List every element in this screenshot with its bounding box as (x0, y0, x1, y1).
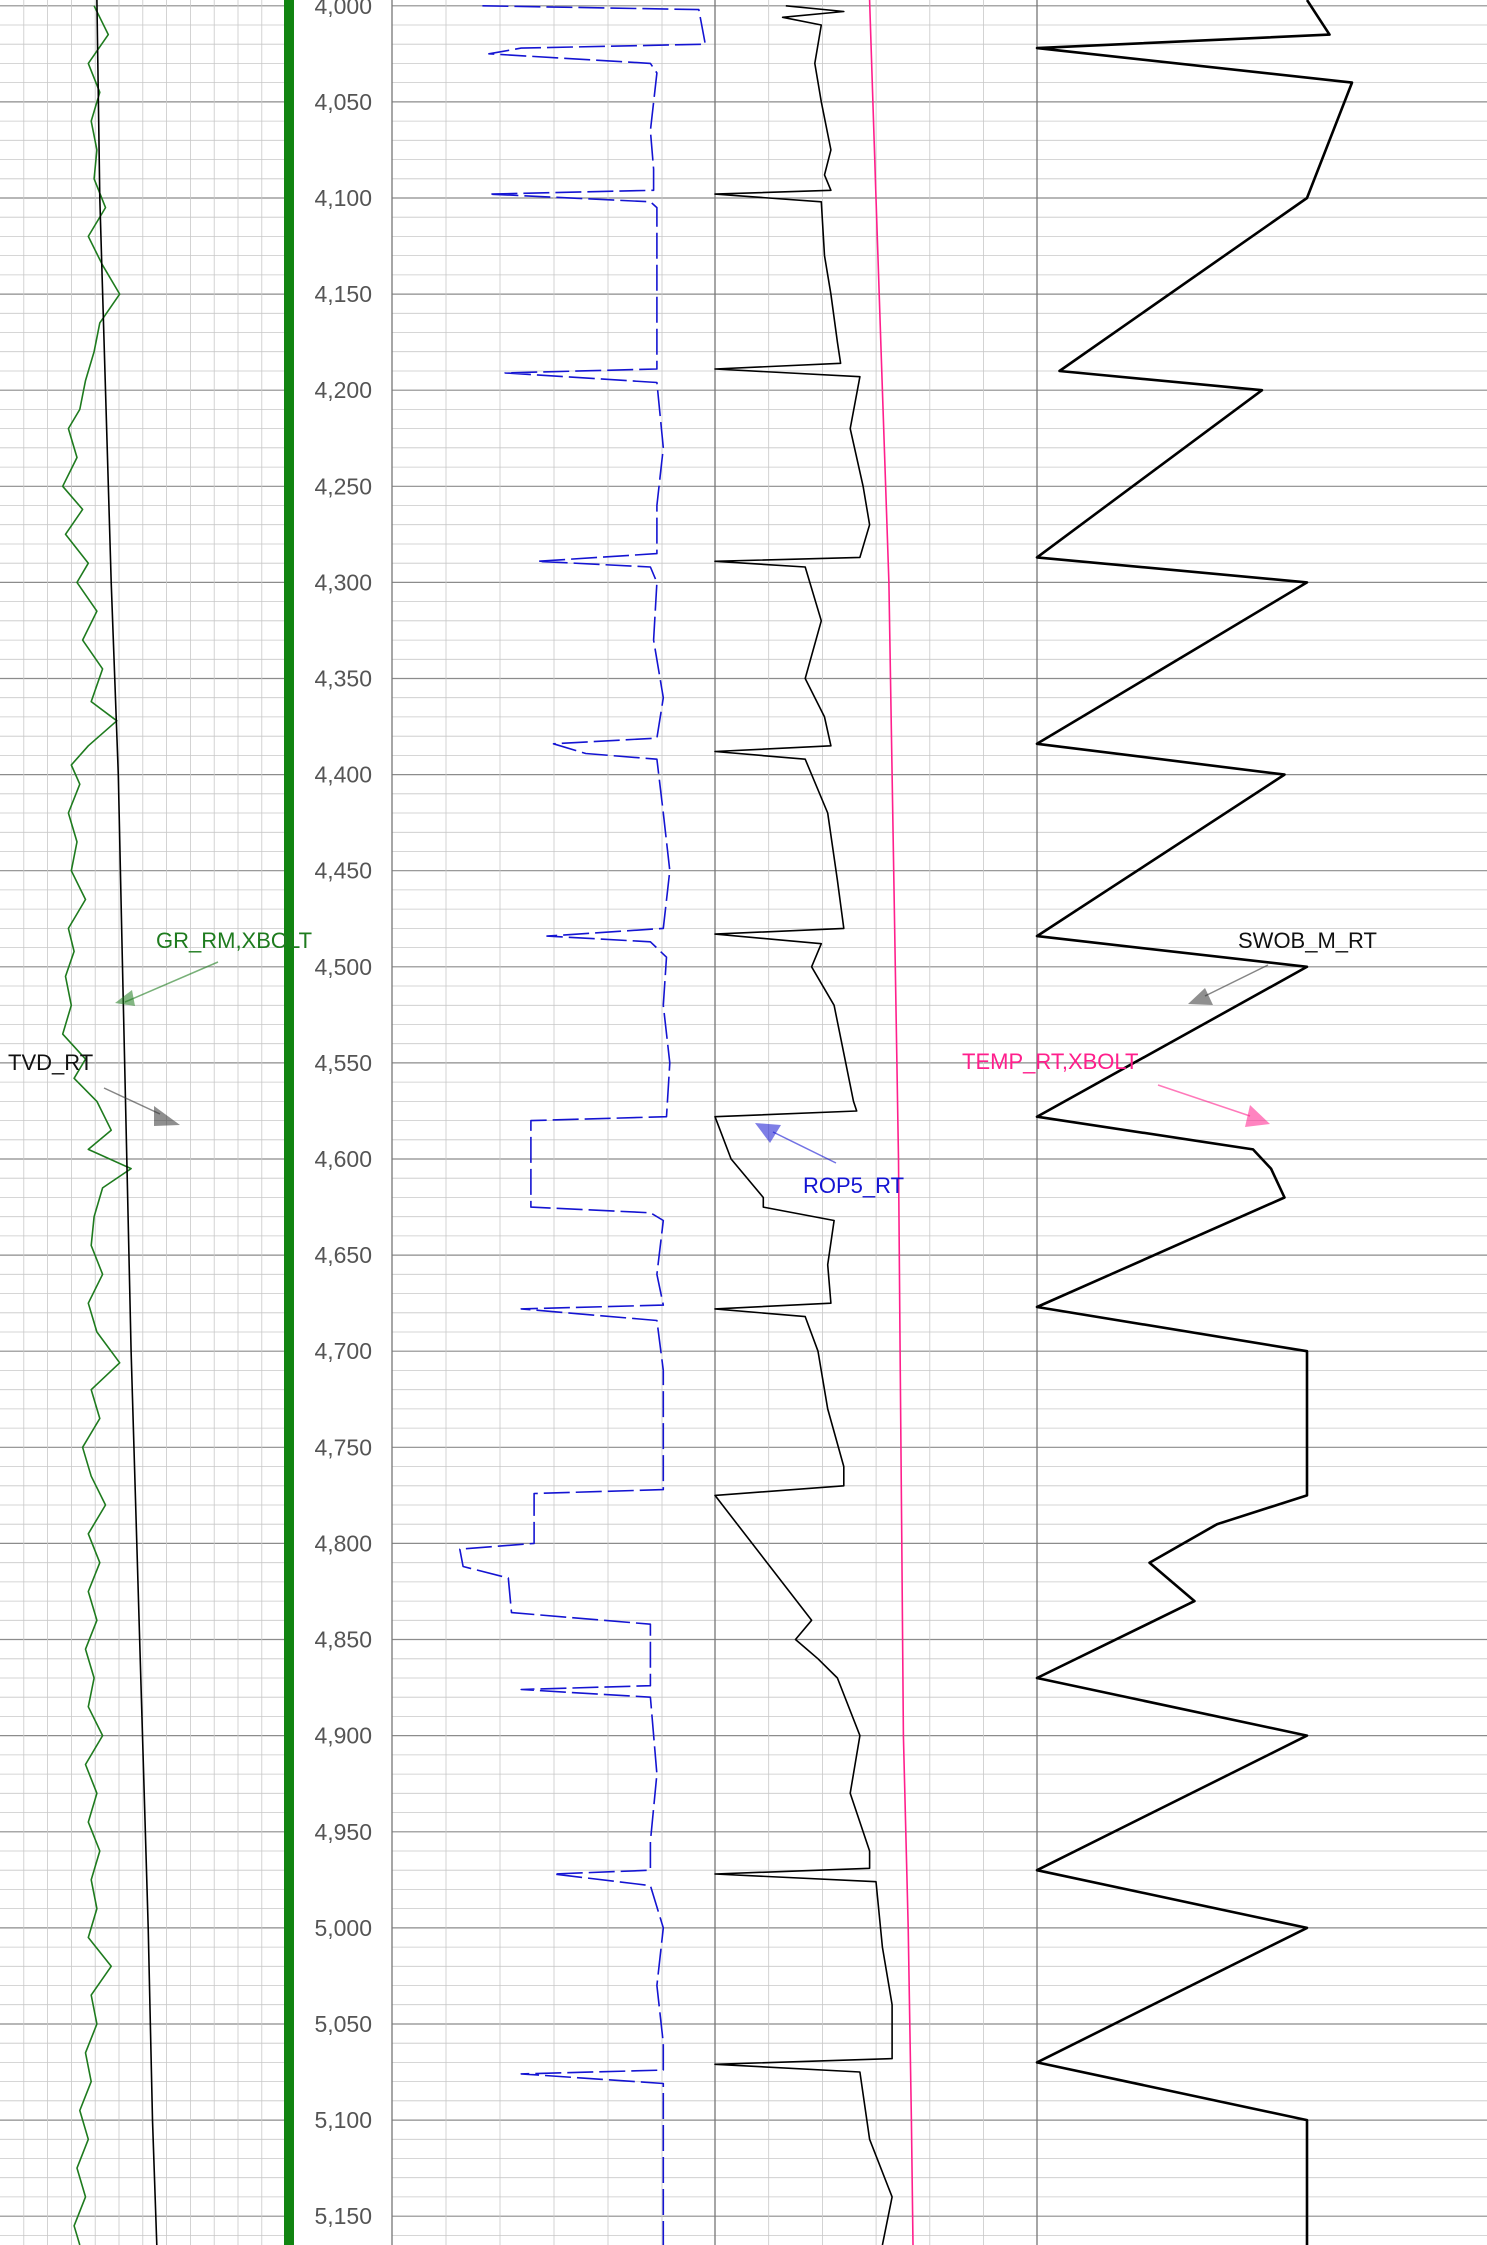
tvd-label-arrowhead (154, 1106, 180, 1126)
swob-m-rt-curve (714, 5, 893, 2245)
gr-label-arrowhead (115, 990, 135, 1006)
depth-tick-label: 4,200 (314, 377, 372, 403)
track-4-curve-curve (1035, 0, 1354, 2245)
rop-label-leader (772, 1131, 837, 1164)
swob-label-arrowhead (1188, 988, 1213, 1005)
swob-curve-label: SWOB_M_RT (1238, 928, 1377, 953)
rop-curve-label: ROP5_RT (803, 1173, 904, 1198)
depth-tick-label: 4,400 (314, 762, 372, 788)
depth-tick-label: 4,650 (314, 1242, 372, 1268)
depth-tick-label: 4,500 (314, 954, 372, 980)
annotation-layer: GR_RM,XBOLT TVD_RT ROP5_RT TEMP_RT,XBOLT… (8, 928, 1377, 1198)
rop-label-arrowhead (755, 1123, 781, 1143)
temp-curve-label: TEMP_RT,XBOLT (962, 1049, 1138, 1074)
depth-tick-label: 4,800 (314, 1530, 372, 1556)
depth-tick-label: 4,300 (314, 569, 372, 595)
depth-tick-label: 4,350 (314, 666, 372, 692)
depth-tick-label: 4,700 (314, 1338, 372, 1364)
depth-tick-label: 4,150 (314, 281, 372, 307)
depth-tick-label: 5,000 (314, 1915, 372, 1941)
depth-tick-label: 4,550 (314, 1050, 372, 1076)
gr-label-leader (124, 961, 219, 1003)
rop5-rt-curve (458, 5, 707, 2245)
depth-tick-label: 4,050 (314, 89, 372, 115)
depth-tick-label: 4,950 (314, 1819, 372, 1845)
depth-tick-label: 5,050 (314, 2011, 372, 2037)
depth-tick-label: 4,100 (314, 185, 372, 211)
depth-tick-label: 4,750 (314, 1434, 372, 1460)
temp-rt-xbolt-curve (868, 0, 914, 2245)
depth-tick-label: 4,850 (314, 1627, 372, 1653)
tvd-label-leader (103, 1087, 161, 1115)
swob-label-leader (1204, 964, 1269, 997)
depth-tick-label: 5,150 (314, 2203, 372, 2229)
gr-curve-label: GR_RM,XBOLT (156, 928, 312, 953)
temp-label-leader (1157, 1084, 1251, 1117)
depth-axis: 4,000 4,050 4,100 4,150 4,200 4,250 4,300 4,350… (314, 0, 372, 2229)
depth-tick-label: 4,000 (314, 0, 372, 19)
depth-tick-label: 4,900 (314, 1723, 372, 1749)
temp-label-arrowhead (1245, 1105, 1270, 1127)
depth-tick-label: 4,250 (314, 473, 372, 499)
curve-layer (61, 0, 1354, 2245)
gr-rm-xbolt-curve (61, 5, 132, 2245)
tvd-rt-curve (96, 0, 158, 2245)
depth-track-divider (284, 0, 294, 2245)
depth-tick-label: 4,600 (314, 1146, 372, 1172)
depth-tick-label: 5,100 (314, 2107, 372, 2133)
depth-tick-label: 4,450 (314, 858, 372, 884)
tvd-curve-label: TVD_RT (8, 1050, 93, 1075)
